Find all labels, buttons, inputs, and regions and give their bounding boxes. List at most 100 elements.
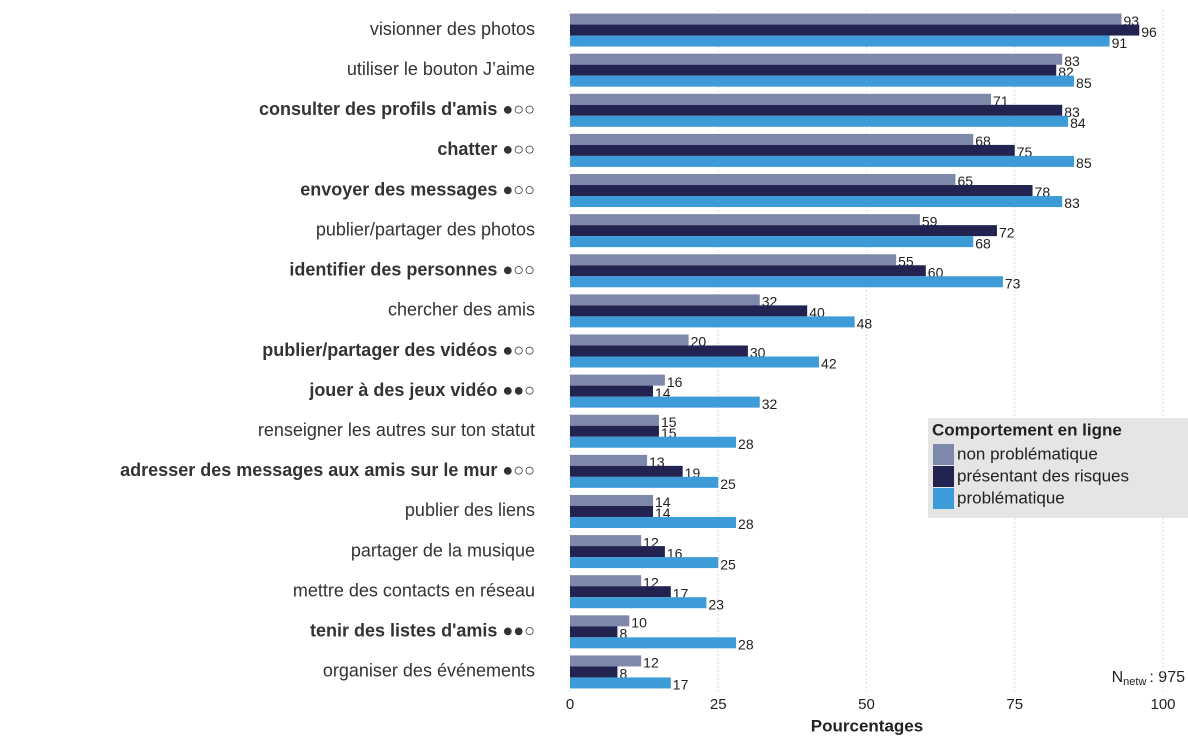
value-label: 25 <box>720 476 736 492</box>
bar <box>570 414 659 426</box>
bar <box>570 557 719 569</box>
legend-swatch <box>933 488 954 509</box>
value-label: 28 <box>738 436 754 452</box>
bar <box>570 535 642 547</box>
bar <box>570 174 956 186</box>
bar <box>570 436 737 448</box>
x-axis-label: Pourcentages <box>811 716 923 735</box>
y-tick-label: publier/partager des vidéos ●○○ <box>262 340 535 360</box>
bar <box>570 24 1140 36</box>
value-label: 25 <box>720 556 736 572</box>
x-tick-label: 100 <box>1150 696 1175 713</box>
value-label: 10 <box>631 615 647 631</box>
bar <box>570 265 926 277</box>
bar <box>570 185 1033 197</box>
bar <box>570 655 642 667</box>
value-label: 68 <box>975 235 991 251</box>
bar <box>570 64 1057 76</box>
legend-label: présentant des risques <box>957 466 1129 485</box>
value-label: 42 <box>821 356 837 372</box>
y-tick-label: publier/partager des photos <box>316 219 535 239</box>
value-label: 72 <box>999 224 1015 240</box>
bar <box>570 334 689 346</box>
x-tick-label: 75 <box>1006 696 1023 713</box>
bar <box>570 53 1063 65</box>
bar <box>570 677 671 689</box>
annotation-main: N <box>1112 669 1124 686</box>
bar <box>570 374 665 386</box>
bar <box>570 396 760 408</box>
bar <box>570 586 671 598</box>
bar <box>570 345 748 357</box>
y-tick-label: renseigner les autres sur ton statut <box>258 420 535 440</box>
value-label: 85 <box>1076 155 1092 171</box>
annotation-text: : 975 <box>1149 669 1185 686</box>
value-label: 8 <box>619 626 627 642</box>
y-tick-label: envoyer des messages ●○○ <box>300 179 535 199</box>
bar <box>570 425 659 437</box>
bar <box>570 546 665 558</box>
bar <box>570 666 618 678</box>
bar <box>570 35 1110 47</box>
bar <box>570 93 992 105</box>
x-tick-label: 50 <box>858 696 875 713</box>
bar <box>570 356 820 368</box>
y-tick-label: mettre des contacts en réseau <box>293 580 535 600</box>
value-label: 83 <box>1064 53 1080 69</box>
y-tick-label: identifier des personnes ●○○ <box>289 260 535 280</box>
value-label: 32 <box>762 396 778 412</box>
bar <box>570 516 737 528</box>
bar <box>570 476 719 488</box>
legend: Comportement en ligne non problématique pr… <box>928 418 1188 518</box>
value-label: 28 <box>738 516 754 532</box>
legend-swatch <box>933 466 954 487</box>
value-label: 15 <box>661 414 677 430</box>
bar <box>570 294 760 306</box>
bar <box>570 254 897 266</box>
bar <box>570 13 1122 25</box>
y-tick-label: tenir des listes d'amis ●●○ <box>310 621 535 641</box>
bar <box>570 575 642 587</box>
bar <box>570 465 683 477</box>
y-tick-label: chatter ●○○ <box>437 139 535 159</box>
bar <box>570 637 737 649</box>
value-label: 14 <box>655 494 671 510</box>
x-tick-label: 25 <box>710 696 727 713</box>
bar <box>570 615 630 627</box>
legend-background <box>928 418 1188 518</box>
y-tick-label: visionner des photos <box>370 19 535 39</box>
bar <box>570 196 1063 208</box>
y-tick-label: publier des liens <box>405 500 535 520</box>
bar <box>570 104 1063 116</box>
value-label: 16 <box>667 374 683 390</box>
bar <box>570 505 654 517</box>
y-tick-label: partager de la musique <box>351 540 535 560</box>
value-label: 96 <box>1141 24 1157 40</box>
legend-label: problématique <box>957 488 1065 507</box>
value-label: 8 <box>619 666 627 682</box>
annotation-sub: netw <box>1123 676 1146 688</box>
bar <box>570 133 974 145</box>
value-label: 28 <box>738 637 754 653</box>
value-label: 73 <box>1005 275 1021 291</box>
value-label: 12 <box>643 655 659 671</box>
value-label: 48 <box>857 316 873 332</box>
bar <box>570 626 618 638</box>
y-tick-label: chercher des amis <box>388 300 535 320</box>
legend-swatch <box>933 444 954 465</box>
value-label: 84 <box>1070 115 1086 131</box>
bar <box>570 316 855 328</box>
bar <box>570 454 648 466</box>
value-label: 17 <box>673 677 689 693</box>
value-label: 83 <box>1064 104 1080 120</box>
x-tick-label: 0 <box>566 696 574 713</box>
annotation: Nnetw: 975 <box>1112 669 1186 688</box>
y-tick-label: organiser des événements <box>323 661 535 681</box>
bar <box>570 597 707 609</box>
legend-title: Comportement en ligne <box>932 420 1122 439</box>
bar <box>570 494 654 506</box>
y-tick-label: utiliser le bouton J’aime <box>347 59 535 79</box>
bar <box>570 236 974 248</box>
value-label: 23 <box>708 596 724 612</box>
